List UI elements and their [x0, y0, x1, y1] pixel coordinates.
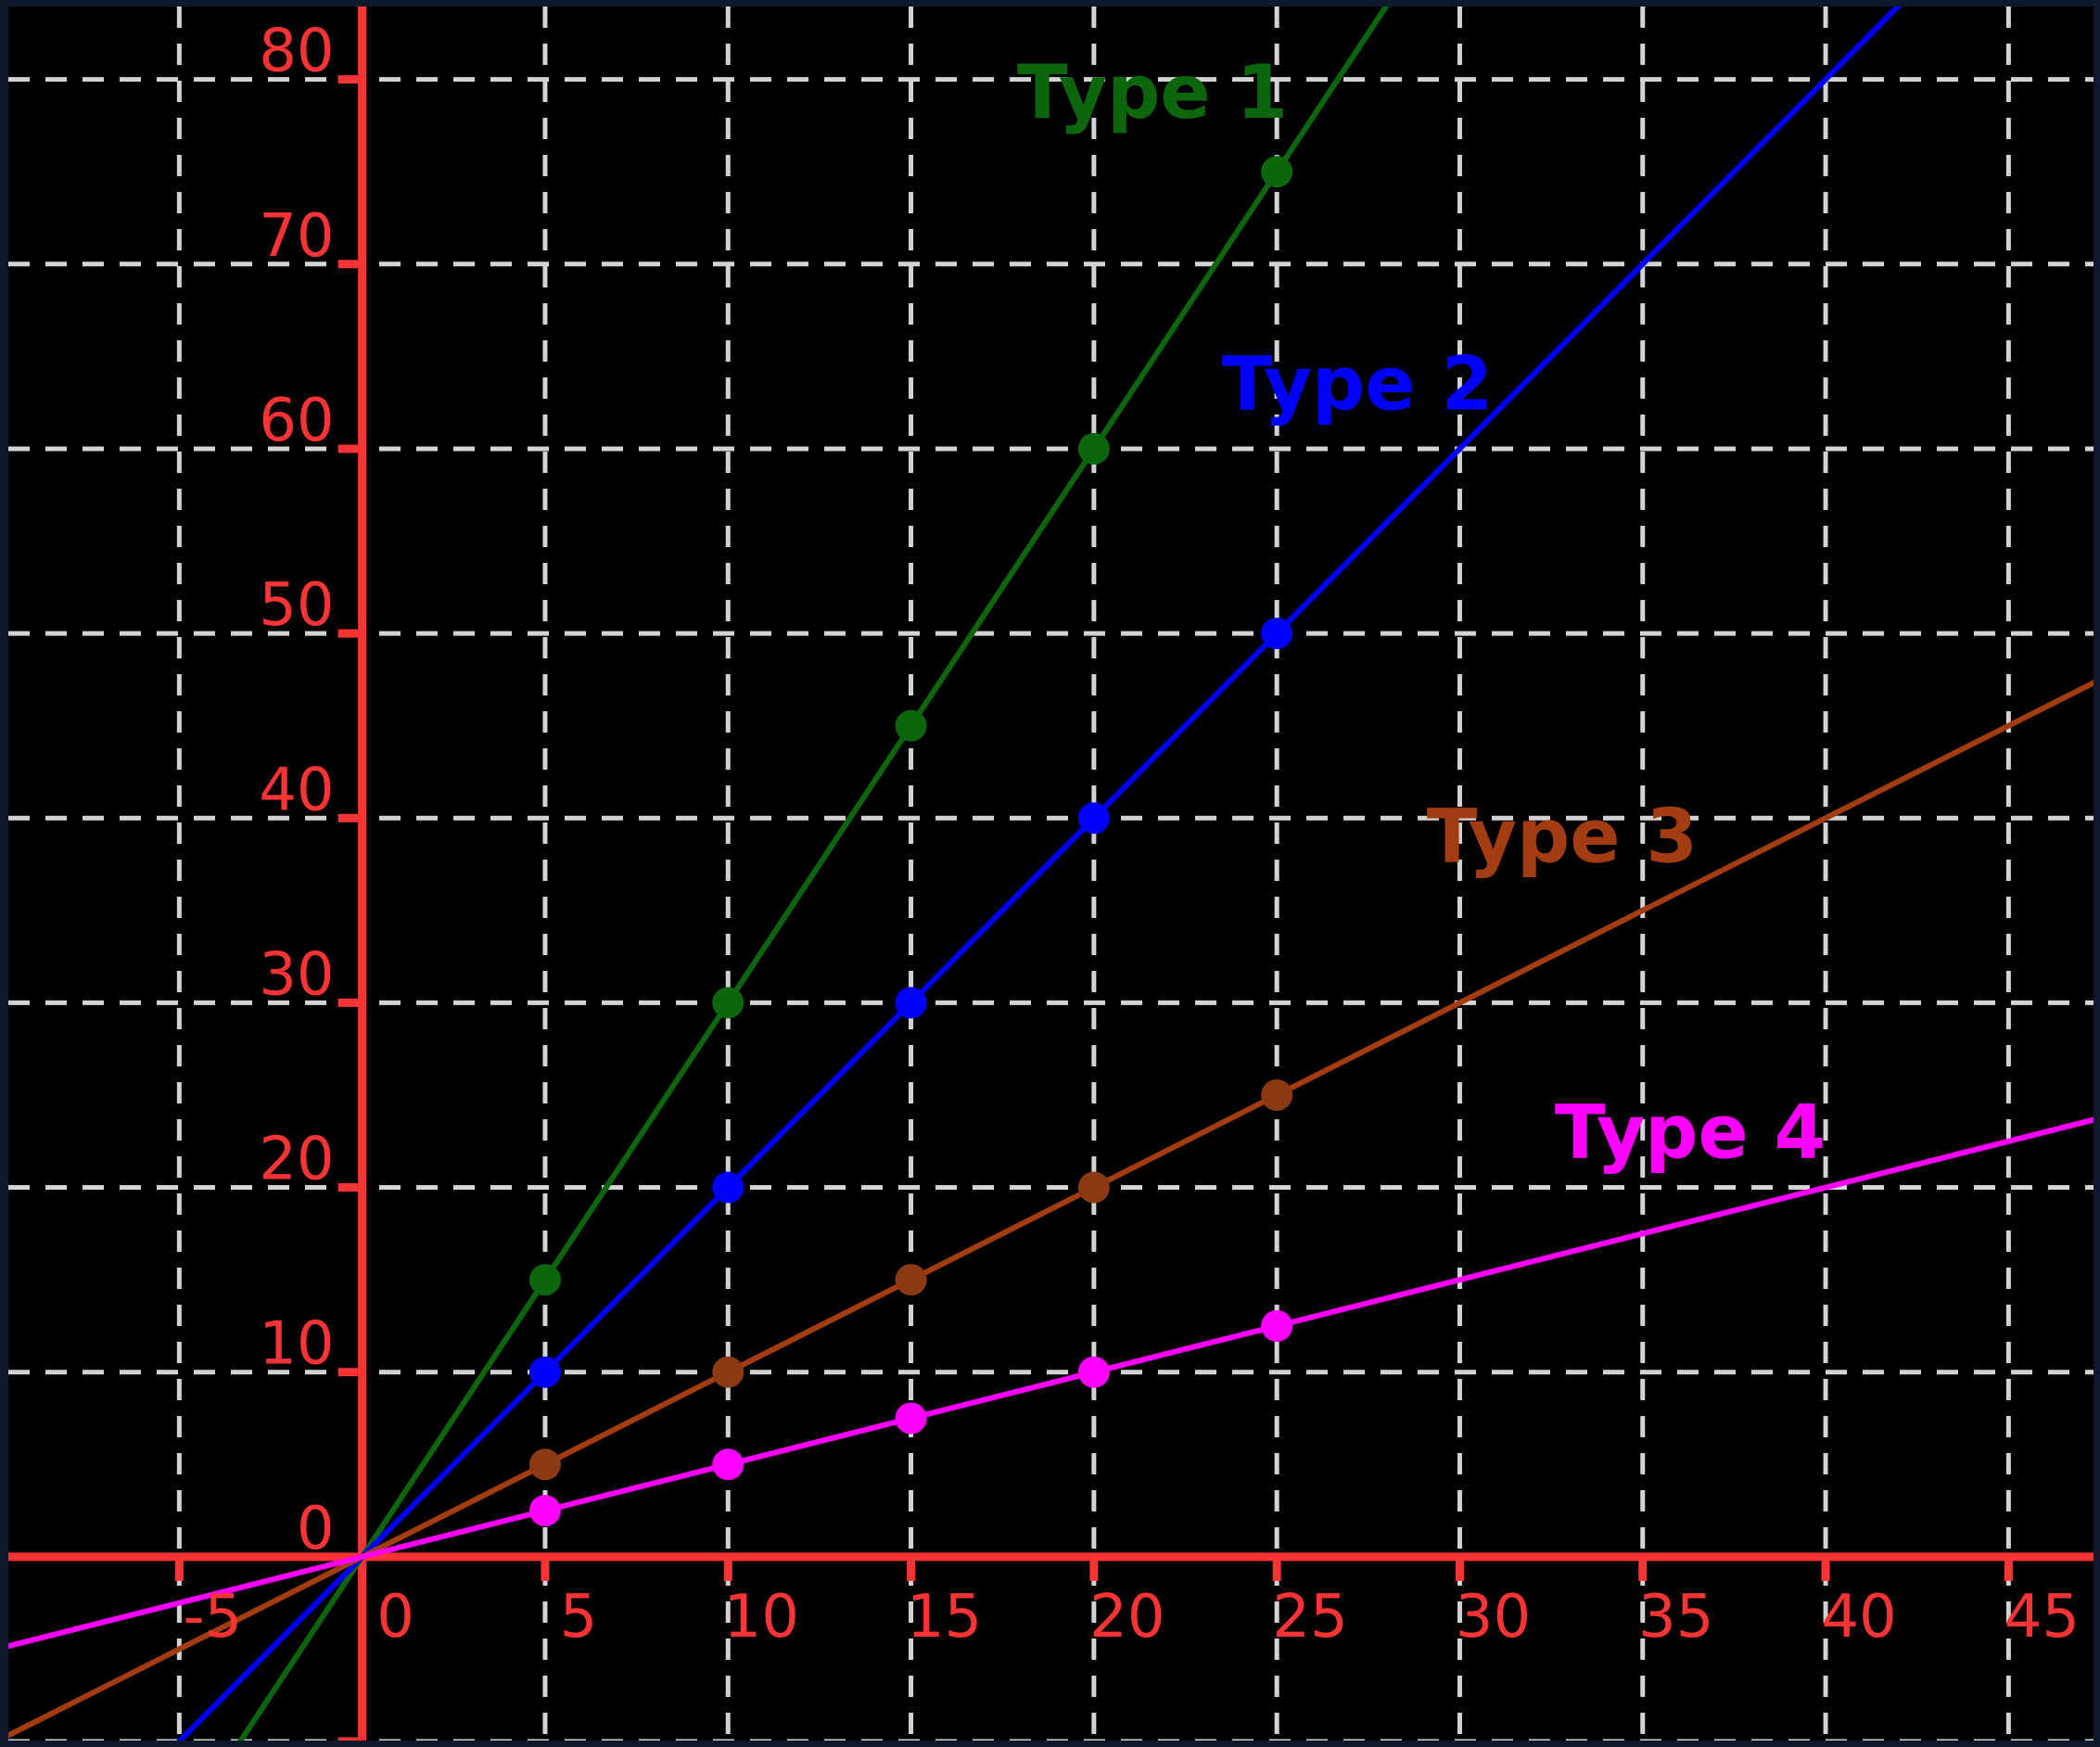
x-tick-label: 25 [1272, 1583, 1347, 1651]
y-tick-label: 10 [259, 1310, 334, 1379]
series-point-type-4 [1077, 1356, 1110, 1388]
y-tick-label: 50 [259, 571, 334, 640]
series-point-type-1 [895, 709, 927, 742]
y-tick-label: 0 [297, 1495, 335, 1563]
x-tick-label: 15 [907, 1583, 982, 1651]
x-tick-label: -5 [183, 1583, 242, 1651]
series-point-type-2 [1077, 802, 1110, 835]
series-line-type-3 [8, 680, 2094, 1739]
x-tick-label: 45 [2005, 1583, 2080, 1651]
x-tick-label: 40 [1821, 1583, 1896, 1651]
series-point-type-3 [528, 1448, 561, 1481]
series-point-type-1 [712, 987, 745, 1019]
x-tick-label: 5 [560, 1583, 598, 1651]
series-label-type-3: Type 3 [1427, 794, 1698, 880]
series-point-type-4 [712, 1448, 745, 1481]
x-tick-label: 20 [1089, 1583, 1165, 1651]
series-point-type-2 [1261, 618, 1293, 650]
series-point-type-3 [895, 1264, 927, 1296]
y-tick-label: 80 [259, 18, 334, 86]
series-point-type-1 [528, 1264, 561, 1296]
y-tick-label: 20 [259, 1126, 334, 1194]
series-label-type-1: Type 1 [1017, 49, 1288, 135]
plot-background [8, 6, 2094, 1741]
x-tick-label: 0 [376, 1583, 414, 1651]
series-label-type-2: Type 2 [1222, 341, 1493, 427]
y-tick-label: 40 [259, 756, 334, 824]
y-tick-label: 60 [259, 387, 334, 455]
series-label-type-4: Type 4 [1555, 1089, 1826, 1175]
series-point-type-4 [1261, 1309, 1293, 1342]
series-point-type-4 [895, 1402, 927, 1435]
series-point-type-2 [528, 1356, 561, 1388]
series-point-type-4 [528, 1495, 561, 1527]
x-tick-label: 35 [1638, 1583, 1713, 1651]
series-point-type-2 [895, 987, 927, 1019]
series-point-type-1 [1261, 156, 1293, 188]
y-tick-label: 30 [259, 940, 334, 1009]
series-point-type-3 [1261, 1078, 1293, 1111]
series-point-type-2 [712, 1171, 745, 1204]
y-tick-label: 70 [259, 202, 334, 271]
x-tick-label: 10 [724, 1583, 799, 1651]
series-line-type-4 [8, 1116, 2094, 1650]
series-point-type-3 [1077, 1171, 1110, 1204]
series-point-type-1 [1077, 432, 1110, 465]
x-tick-label: 30 [1456, 1583, 1531, 1651]
series-point-type-3 [712, 1356, 745, 1388]
